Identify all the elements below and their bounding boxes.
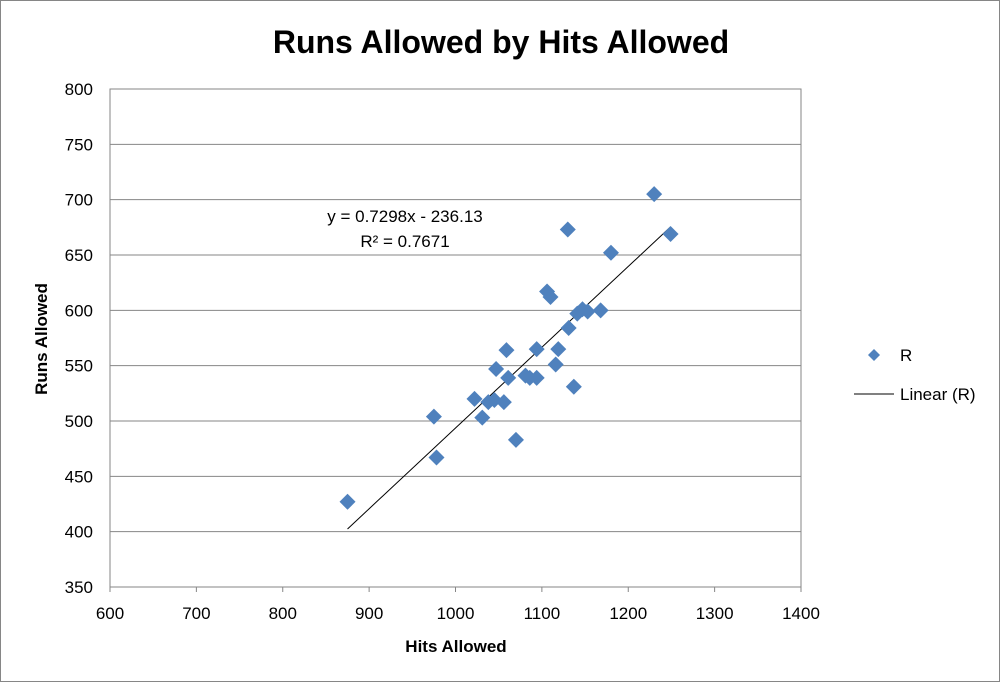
data-point [528,341,545,358]
data-point [579,303,596,320]
data-point [559,221,576,238]
y-tick-label: 800 [65,80,93,99]
data-point [592,302,609,319]
axes: 350 400 450 500 550 600 650 700 750 800 600 700 800 9… [65,80,820,623]
data-point [474,409,491,426]
plot-area [109,88,802,588]
data-point [602,244,619,261]
data-point [498,342,515,359]
data-point [488,360,505,377]
data-points [339,186,679,510]
data-point [565,378,582,395]
x-tick-label: 700 [182,604,210,623]
data-point [646,186,663,203]
data-point [500,369,517,386]
x-tick-label: 1100 [524,604,561,623]
data-point [425,408,442,425]
chart-title: Runs Allowed by Hits Allowed [273,24,729,60]
trendline-equation: y = 0.7298x - 236.13 [327,207,482,226]
y-tick-label: 500 [65,412,93,431]
data-point [550,341,567,358]
x-tick-label: 1000 [437,604,475,623]
trendline-r-squared: R² = 0.7671 [360,232,449,251]
y-tick-label: 650 [65,246,93,265]
data-point [528,369,545,386]
x-tick-label: 800 [269,604,297,623]
y-tick-label: 750 [65,135,93,154]
data-point [428,449,445,466]
y-tick-label: 700 [65,191,93,210]
y-tick-label: 450 [65,467,93,486]
data-point [542,289,559,306]
x-tick-label: 1200 [609,604,647,623]
x-tick-label: 1400 [782,604,820,623]
data-point [339,493,356,510]
x-axis-title: Hits Allowed [405,637,506,656]
x-tick-label: 600 [96,604,124,623]
y-axis-title: Runs Allowed [32,283,51,395]
y-tick-label: 600 [65,301,93,320]
y-tick-label: 350 [65,578,93,597]
data-point [466,390,483,407]
legend-label-r: R [900,346,912,365]
y-tick-label: 400 [65,523,93,542]
data-point [507,431,524,448]
data-point [560,320,577,337]
data-point [495,394,512,411]
legend: R Linear (R) [854,346,976,404]
data-point [547,356,564,373]
legend-label-linear: Linear (R) [900,385,976,404]
data-point [662,225,679,242]
legend-marker-r [868,349,880,361]
grid-lines [109,88,802,588]
x-tick-label: 1300 [696,604,734,623]
x-tick-label: 900 [355,604,383,623]
y-tick-label: 550 [65,357,93,376]
